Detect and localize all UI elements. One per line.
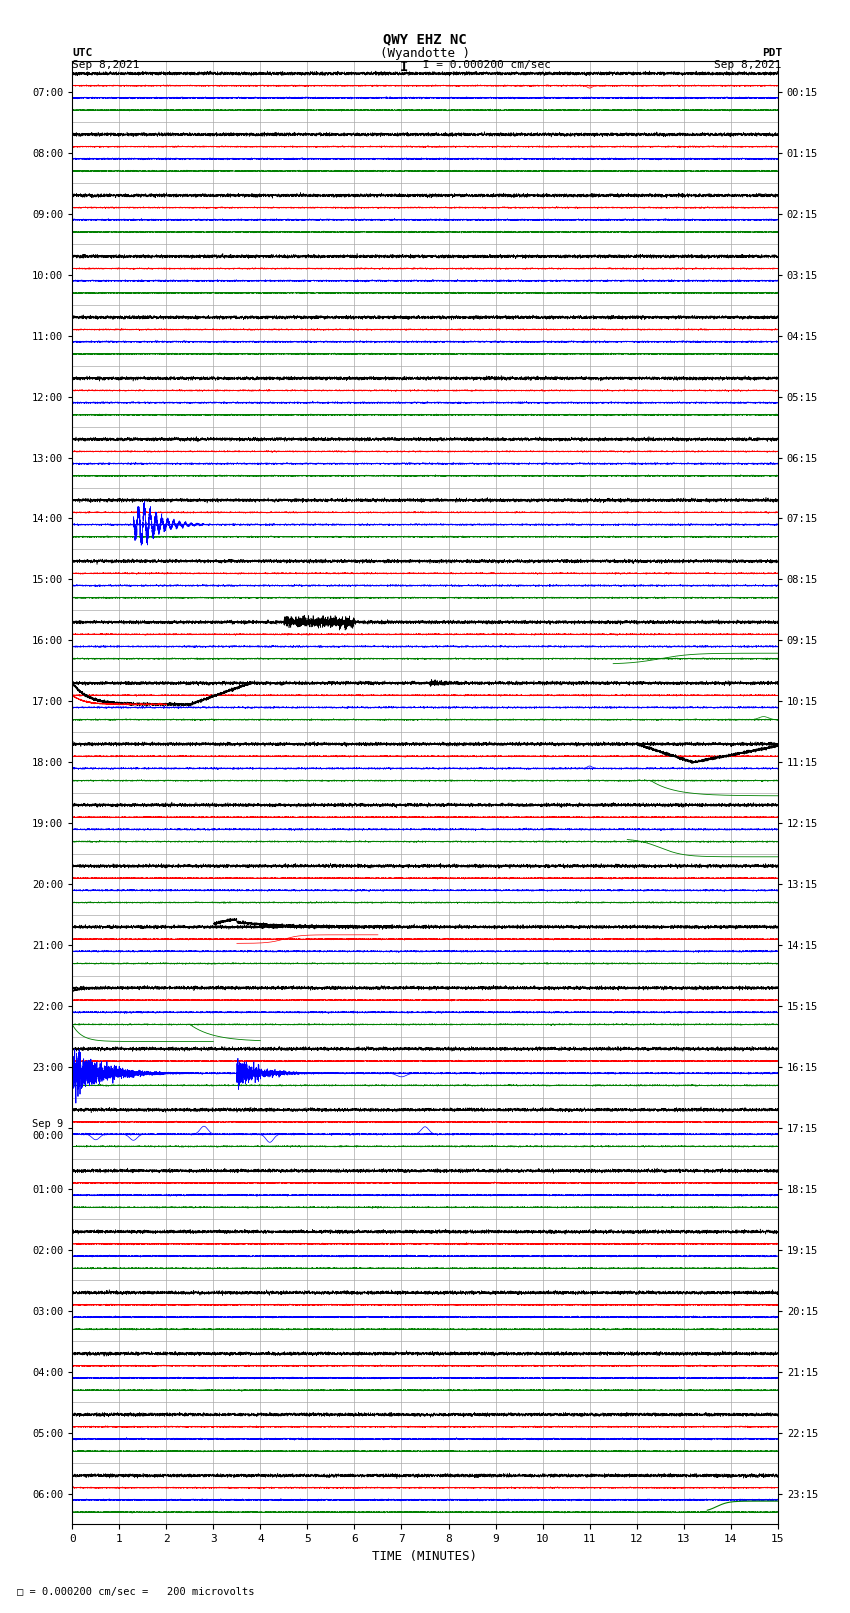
Text: (Wyandotte ): (Wyandotte ) — [380, 47, 470, 60]
Text: Sep 8,2021: Sep 8,2021 — [715, 60, 782, 69]
Text: UTC: UTC — [72, 48, 93, 58]
X-axis label: TIME (MINUTES): TIME (MINUTES) — [372, 1550, 478, 1563]
Text: Sep 8,2021: Sep 8,2021 — [72, 60, 139, 69]
Text: I: I — [400, 60, 408, 74]
Text: QWY EHZ NC: QWY EHZ NC — [383, 32, 467, 47]
Text: I = 0.000200 cm/sec: I = 0.000200 cm/sec — [416, 60, 552, 69]
Text: PDT: PDT — [762, 48, 782, 58]
Text: □ = 0.000200 cm/sec =   200 microvolts: □ = 0.000200 cm/sec = 200 microvolts — [17, 1587, 254, 1597]
